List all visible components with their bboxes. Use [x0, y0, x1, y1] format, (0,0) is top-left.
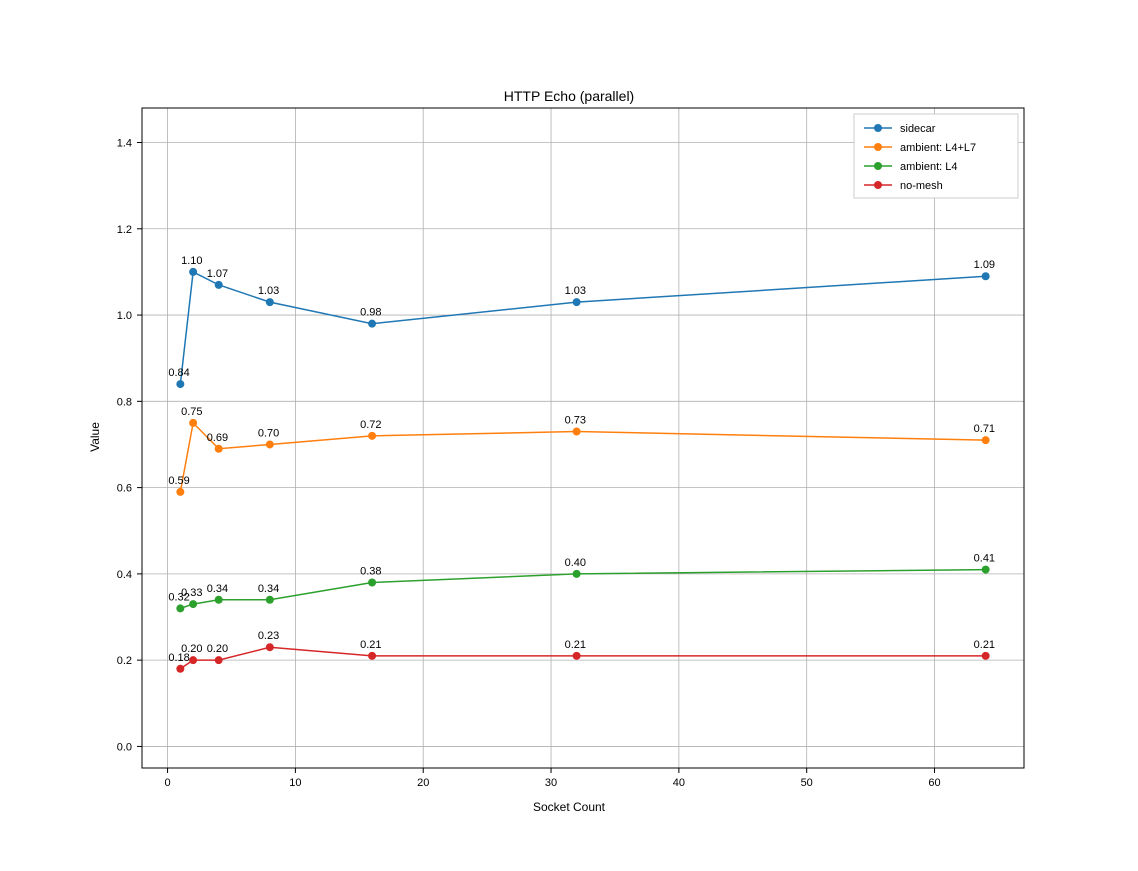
legend-label: ambient: L4: [900, 161, 957, 173]
data-label: 0.75: [181, 406, 202, 418]
series-marker: [982, 652, 990, 660]
data-label: 0.34: [207, 583, 228, 595]
series-marker: [176, 380, 184, 388]
series-marker: [176, 665, 184, 673]
series-marker: [189, 419, 197, 427]
legend-marker: [874, 124, 882, 132]
data-label: 0.72: [360, 419, 381, 431]
series-marker: [215, 281, 223, 289]
data-label: 0.34: [258, 583, 279, 595]
data-label: 0.73: [565, 415, 586, 427]
series-marker: [982, 436, 990, 444]
series-marker: [266, 298, 274, 306]
data-label: 0.70: [258, 427, 279, 439]
data-label: 0.41: [974, 553, 995, 565]
y-axis-label: Value: [88, 422, 102, 452]
data-label: 0.23: [258, 630, 279, 642]
data-label: 0.59: [168, 475, 189, 487]
chart-container: 0 10 20 30 40 50 60 0.0 0.2 0.4 0.6 0.8 1.0 1.2 1.4 0.8…: [0, 0, 1138, 871]
y-tick-label: 0.2: [117, 655, 132, 667]
chart-title: HTTP Echo (parallel): [0, 88, 1138, 104]
y-tick-label: 1.4: [117, 138, 132, 150]
data-label: 0.20: [207, 643, 228, 655]
legend-marker: [874, 181, 882, 189]
series-marker: [982, 566, 990, 574]
data-label: 0.40: [565, 557, 586, 569]
series-marker: [368, 579, 376, 587]
x-axis-label: Socket Count: [0, 800, 1138, 814]
series-marker: [266, 440, 274, 448]
data-label: 0.84: [168, 367, 189, 379]
x-tick-label: 20: [417, 777, 429, 789]
series-marker: [176, 604, 184, 612]
y-tick-label: 0.8: [117, 396, 132, 408]
series-marker: [368, 652, 376, 660]
x-tick-label: 0: [165, 777, 171, 789]
legend-label: sidecar: [900, 123, 936, 135]
series-marker: [368, 320, 376, 328]
series-marker: [215, 596, 223, 604]
data-label: 1.03: [565, 285, 586, 297]
data-label: 1.07: [207, 268, 228, 280]
x-tick-label: 30: [545, 777, 557, 789]
x-tick-label: 40: [673, 777, 685, 789]
data-label: 0.21: [565, 639, 586, 651]
y-tick-label: 0.0: [117, 741, 132, 753]
legend-label: ambient: L4+L7: [900, 142, 976, 154]
x-tick-label: 10: [289, 777, 301, 789]
y-tick-label: 0.4: [117, 569, 132, 581]
data-label: 0.71: [974, 423, 995, 435]
data-label: 0.21: [360, 639, 381, 651]
y-tick-label: 0.6: [117, 483, 132, 495]
series-marker: [189, 600, 197, 608]
data-label: 1.03: [258, 285, 279, 297]
series-marker: [266, 596, 274, 604]
series-marker: [215, 656, 223, 664]
data-label: 1.10: [181, 255, 202, 267]
data-label: 0.38: [360, 566, 381, 578]
series-marker: [266, 643, 274, 651]
series-marker: [368, 432, 376, 440]
y-tick-label: 1.2: [117, 224, 132, 236]
series-marker: [573, 652, 581, 660]
x-tick-label: 60: [928, 777, 940, 789]
x-tick-label: 50: [801, 777, 813, 789]
legend-label: no-mesh: [900, 180, 943, 192]
series-marker: [573, 570, 581, 578]
legend-marker: [874, 143, 882, 151]
series-marker: [573, 298, 581, 306]
data-label: 0.69: [207, 432, 228, 444]
series-marker: [189, 268, 197, 276]
series-marker: [215, 445, 223, 453]
series-marker: [573, 428, 581, 436]
data-label: 0.20: [181, 643, 202, 655]
series-marker: [189, 656, 197, 664]
data-label: 0.21: [974, 639, 995, 651]
series-marker: [176, 488, 184, 496]
chart-svg: 0 10 20 30 40 50 60 0.0 0.2 0.4 0.6 0.8 1.0 1.2 1.4 0.8…: [0, 0, 1138, 871]
series-marker: [982, 272, 990, 280]
data-label: 0.98: [360, 307, 381, 319]
legend-marker: [874, 162, 882, 170]
y-tick-label: 1.0: [117, 310, 132, 322]
data-label: 1.09: [974, 259, 995, 271]
data-label: 0.33: [181, 587, 202, 599]
